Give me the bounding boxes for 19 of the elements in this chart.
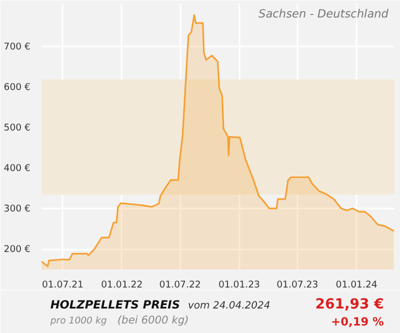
- x-tick-label: 01.01.24: [336, 280, 378, 290]
- y-tick-label: 300 €: [4, 203, 31, 214]
- chart-subtitle: Sachsen - Deutschland: [258, 6, 390, 20]
- text: (bei 6000 kg): [117, 314, 189, 326]
- text: vom 24.04.2024: [188, 300, 270, 312]
- y-tick-label: 600 €: [4, 82, 31, 93]
- y-tick-label: 400 €: [4, 162, 31, 174]
- y-tick-label: 500 €: [4, 122, 31, 134]
- text: HOLZPELLETS PREIS: [50, 298, 180, 312]
- x-tick-label: 01.07.22: [159, 280, 201, 290]
- text: 261,93 €: [315, 296, 384, 312]
- x-tick-label: 01.07.21: [42, 280, 84, 290]
- y-tick-label: 700 €: [4, 41, 31, 52]
- y-tick-label: 200 €: [4, 244, 31, 255]
- x-tick-label: 01.01.23: [218, 280, 260, 290]
- text: pro 1000 kg: [49, 316, 107, 326]
- x-tick-label: 01.01.22: [101, 280, 143, 290]
- text: +0,19 %: [331, 314, 384, 328]
- x-tick-label: 01.07.23: [276, 280, 318, 290]
